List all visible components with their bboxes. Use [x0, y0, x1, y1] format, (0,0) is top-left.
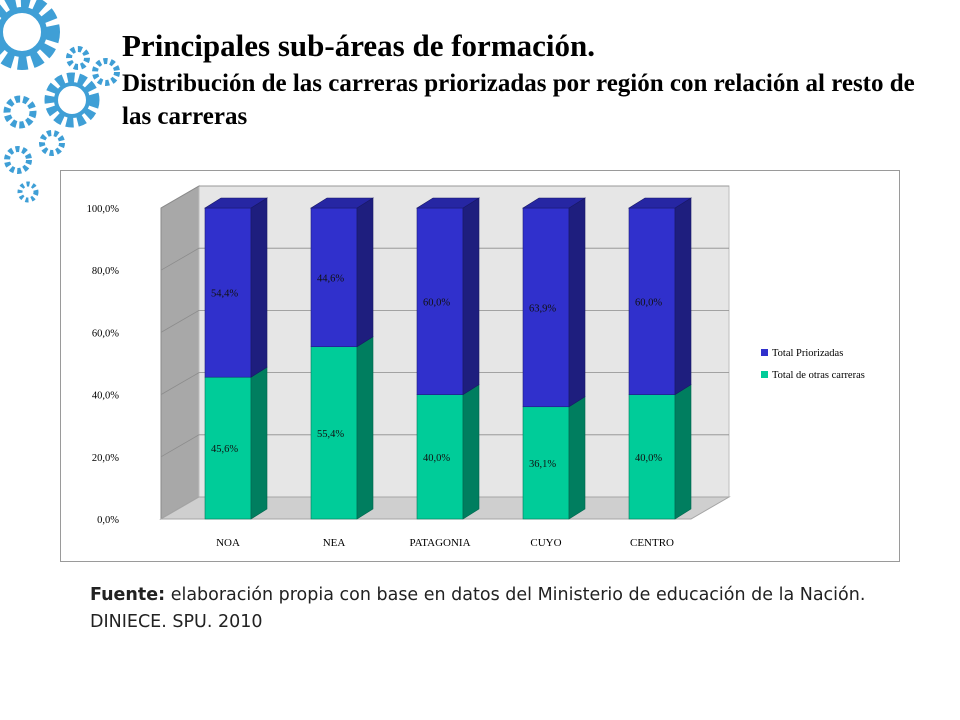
bar-segment-side [356, 197, 374, 348]
data-label: 36,1% [529, 459, 556, 470]
bar-segment-side [462, 197, 480, 396]
bar-segment [522, 207, 570, 408]
bar-top [627, 197, 693, 209]
y-tick-label: 80,0% [92, 266, 119, 277]
gear-decoration [0, 0, 120, 203]
gridline [160, 185, 729, 209]
bar-top [521, 197, 587, 209]
data-label: 54,4% [211, 289, 238, 300]
gear-icon [92, 58, 120, 86]
data-label: 44,6% [317, 273, 344, 284]
data-label: 63,9% [529, 303, 556, 314]
source-label: Fuente: [90, 585, 166, 605]
bar-segment [204, 376, 252, 520]
bar-segment-side [462, 384, 480, 520]
data-label: 55,4% [317, 429, 344, 440]
page-subtitle: Distribución de las carreras priorizadas… [122, 70, 915, 130]
x-tick-label: NOA [216, 537, 240, 549]
page-title: Principales sub-áreas de formación. [122, 28, 596, 63]
x-tick-label: NEA [323, 537, 346, 549]
chart-container: 0,0% 20,0% 40,0% 60,0% 80,0% 100,0% 45,6% 54,4%… [60, 170, 900, 562]
bar-segment-side [568, 396, 586, 520]
bar-segment [416, 394, 464, 520]
legend-swatch [761, 349, 768, 356]
data-label: 40,0% [635, 453, 662, 464]
gear-icon [17, 181, 39, 203]
source-note: Fuente: elaboración propia con base en d… [90, 582, 890, 636]
data-label: 40,0% [423, 453, 450, 464]
bar-segment [628, 394, 676, 520]
legend-label: Total Priorizadas [772, 348, 843, 359]
y-tick-label: 100,0% [87, 204, 120, 215]
legend-label: Total de otras carreras [772, 370, 865, 381]
legend-swatch [761, 371, 768, 378]
bar-segment-side [674, 384, 692, 520]
data-label: 45,6% [211, 444, 238, 455]
x-tick-label: CUYO [530, 537, 561, 549]
bar-segment-side [250, 197, 268, 378]
bar-segment [310, 207, 358, 348]
chart-side-wall [160, 185, 200, 520]
y-tick-label: 20,0% [92, 453, 119, 464]
bar-segment [522, 406, 570, 520]
bar-top [203, 197, 269, 209]
gear-icon [39, 130, 65, 156]
gear-icon [44, 72, 100, 128]
x-tick-label: PATAGONIA [409, 537, 470, 549]
x-tick-label: CENTRO [630, 537, 674, 549]
gear-icon [66, 46, 90, 70]
stacked-bar-chart: 0,0% 20,0% 40,0% 60,0% 80,0% 100,0% 45,6% 54,4%… [87, 185, 865, 549]
bar-segment-side [250, 366, 268, 520]
data-label: 60,0% [423, 297, 450, 308]
bar-top [415, 197, 481, 209]
bar-segment [416, 207, 464, 395]
bar-segment [204, 207, 252, 378]
y-tick-label: 60,0% [92, 328, 119, 339]
bar-segment-side [568, 197, 586, 408]
gear-icon [3, 95, 37, 129]
gear-icon [0, 0, 60, 70]
bar-segment-side [674, 197, 692, 396]
y-tick-label: 40,0% [92, 391, 119, 402]
bar-segment-side [356, 336, 374, 520]
y-tick-label: 0,0% [97, 515, 119, 526]
data-label: 60,0% [635, 297, 662, 308]
gear-icon [4, 146, 32, 174]
header: Principales sub-áreas de formación. Dist… [122, 28, 942, 133]
source-text: elaboración propia con base en datos del… [90, 585, 866, 632]
bar-top [309, 197, 375, 209]
